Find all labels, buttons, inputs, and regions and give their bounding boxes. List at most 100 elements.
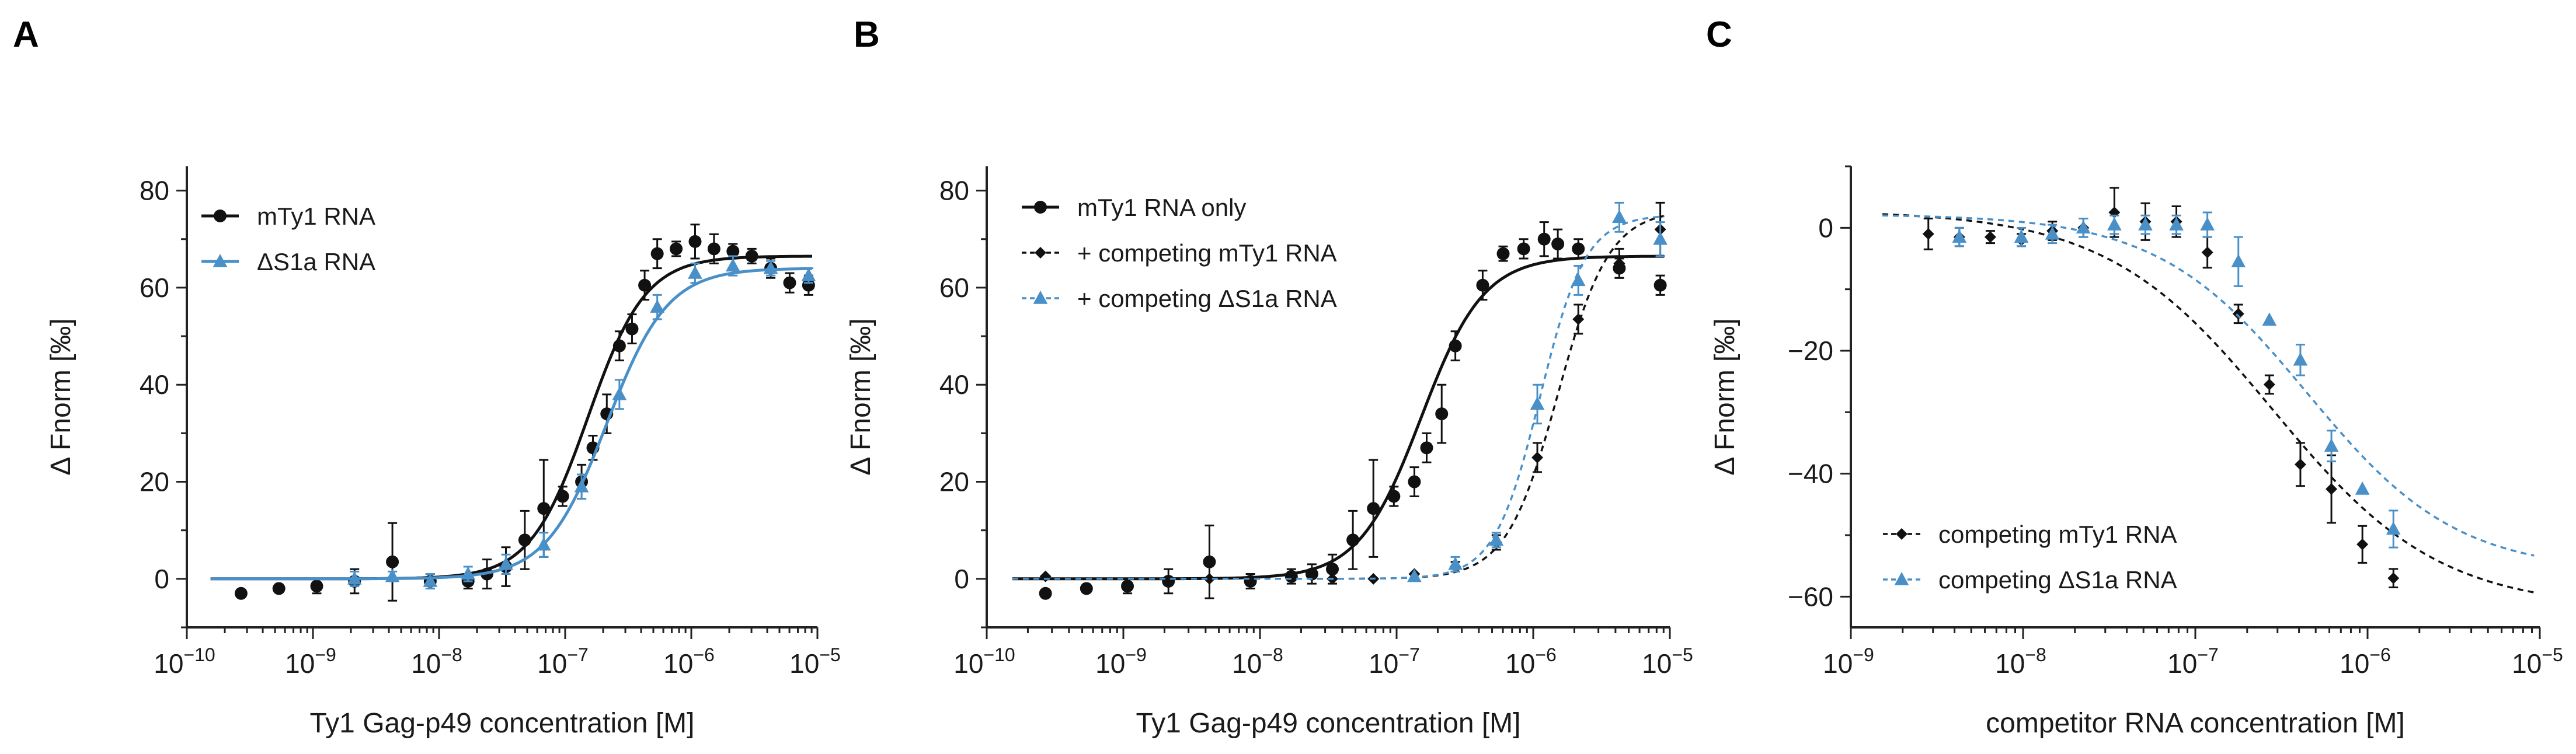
- legend-marker: [214, 210, 227, 222]
- data-point: [612, 386, 627, 400]
- data-point: [1531, 451, 1544, 463]
- data-point: [1653, 231, 1668, 245]
- y-tick-label: 0: [154, 564, 169, 594]
- legend-entry: + competing mTy1 RNA: [1022, 239, 1337, 267]
- axes: 0 20 40 60 80 10−10 10−9 10−8 10−7 10−6 10−5 Ty1 Ga…: [845, 166, 1693, 739]
- x-tick-label: 10−9: [285, 644, 336, 679]
- y-tick-label: 20: [939, 467, 969, 497]
- x-axis-title: Ty1 Gag-p49 concentration [M]: [309, 708, 694, 739]
- data-point: [347, 571, 362, 585]
- series-mty1-rna-only: [1012, 221, 1667, 600]
- data-point: [1612, 210, 1627, 224]
- data-point: [707, 242, 720, 256]
- data-point: [1305, 567, 1318, 581]
- panel-a: A 0 20 40 60 80 10−10 10−9 10−8 10−7 10−6 10−5 Ty1 …: [13, 15, 841, 739]
- data-point: [2169, 217, 2184, 231]
- data-point: [2355, 481, 2370, 495]
- data-point: [2138, 217, 2153, 231]
- x-tick-label: 10−7: [537, 644, 589, 679]
- x-tick-label: 10−8: [411, 644, 462, 679]
- x-tick-label: 10−9: [1095, 644, 1147, 679]
- data-point: [536, 537, 551, 551]
- data-point: [518, 533, 531, 547]
- series--competing-s1a-rna: [1012, 201, 1668, 582]
- data-point: [726, 245, 740, 258]
- data-point: [625, 322, 639, 336]
- data-point: [2294, 458, 2306, 470]
- data-point: [2356, 538, 2369, 550]
- legend-entry: mTy1 RNA only: [1022, 194, 1246, 221]
- data-point: [1517, 242, 1530, 256]
- x-axis-title: competitor RNA concentration [M]: [1986, 708, 2405, 739]
- data-point: [1162, 575, 1175, 588]
- panel-c: C 0 −20 −40 −60 10−9 10−8 10−7 10−6 10−5 competit…: [1706, 15, 2563, 739]
- x-tick-label: 10−10: [154, 644, 215, 679]
- data-point: [1435, 407, 1449, 421]
- data-point: [1537, 232, 1551, 246]
- data-point: [1984, 231, 1996, 243]
- fit-curve: [1012, 215, 1665, 580]
- x-tick-label: 10−9: [1823, 644, 1874, 679]
- data-point: [670, 242, 683, 256]
- x-tick-label: 10−7: [1369, 644, 1420, 679]
- y-tick-label: 0: [1818, 212, 1833, 243]
- data-point: [783, 276, 796, 289]
- data-point: [1571, 273, 1586, 287]
- y-tick-label: 80: [939, 176, 969, 206]
- y-tick-label: −60: [1788, 581, 1833, 612]
- x-tick-label: 10−5: [789, 644, 841, 679]
- panel-b: B 0 20 40 60 80 10−10 10−9 10−8 10−7 10−6 10−5 Ty1 …: [845, 15, 1693, 739]
- data-point: [1476, 278, 1489, 292]
- data-point: [2263, 378, 2275, 390]
- data-point: [1326, 563, 1339, 576]
- legend-marker: [1035, 247, 1046, 259]
- x-tick-label: 10−5: [2512, 644, 2563, 679]
- legend-label: competing ΔS1a RNA: [1938, 566, 2177, 594]
- data-point: [1551, 238, 1565, 251]
- legend-label: competing mTy1 RNA: [1938, 521, 2177, 548]
- fit-curve: [210, 267, 812, 581]
- data-point: [688, 265, 702, 279]
- fit-curve: [1012, 215, 1665, 580]
- data-point: [1203, 555, 1216, 568]
- data-point: [574, 479, 589, 493]
- x-tick-label: 10−8: [1232, 644, 1283, 679]
- data-point: [1530, 396, 1545, 410]
- data-point: [2232, 308, 2244, 320]
- data-point: [2076, 220, 2091, 234]
- y-tick-label: −20: [1788, 336, 1833, 366]
- fit-curve: [1882, 213, 2535, 594]
- series-mty1-rna: [210, 224, 815, 602]
- data-point: [688, 235, 702, 248]
- y-tick-label: 20: [140, 467, 169, 497]
- fit-curve: [1882, 214, 2535, 557]
- data-point: [1653, 278, 1667, 292]
- data-point: [1572, 313, 1585, 325]
- data-point: [1449, 339, 1462, 352]
- data-point: [1613, 257, 1625, 270]
- x-tick-label: 10−5: [1642, 644, 1693, 679]
- data-point: [1080, 582, 1093, 595]
- data-point: [1448, 556, 1463, 570]
- data-point: [650, 247, 664, 260]
- legend-marker: [213, 254, 228, 267]
- y-axis-title: Δ Fnorm [‰]: [1710, 318, 1740, 475]
- legend-label: + competing ΔS1a RNA: [1077, 285, 1337, 312]
- axes: 0 20 40 60 80 10−10 10−9 10−8 10−7 10−6 10−5 Ty1 Ga…: [46, 166, 841, 739]
- data-point: [638, 278, 652, 292]
- y-axis-title: Δ Fnorm [‰]: [845, 318, 876, 475]
- data-point: [763, 260, 778, 274]
- data-point: [2231, 254, 2246, 268]
- data-point: [385, 568, 400, 582]
- y-tick-label: 40: [140, 369, 169, 400]
- data-point: [2324, 438, 2339, 452]
- data-point: [1489, 532, 1504, 546]
- data-point: [423, 574, 438, 587]
- legend-marker: [1034, 201, 1047, 214]
- series--s1a-rna: [210, 255, 816, 589]
- x-tick-label: 10−10: [953, 644, 1015, 679]
- y-tick-label: 60: [140, 273, 169, 303]
- legend-entry: + competing ΔS1a RNA: [1022, 285, 1337, 312]
- series-competing-s1a-rna: [1882, 211, 2535, 557]
